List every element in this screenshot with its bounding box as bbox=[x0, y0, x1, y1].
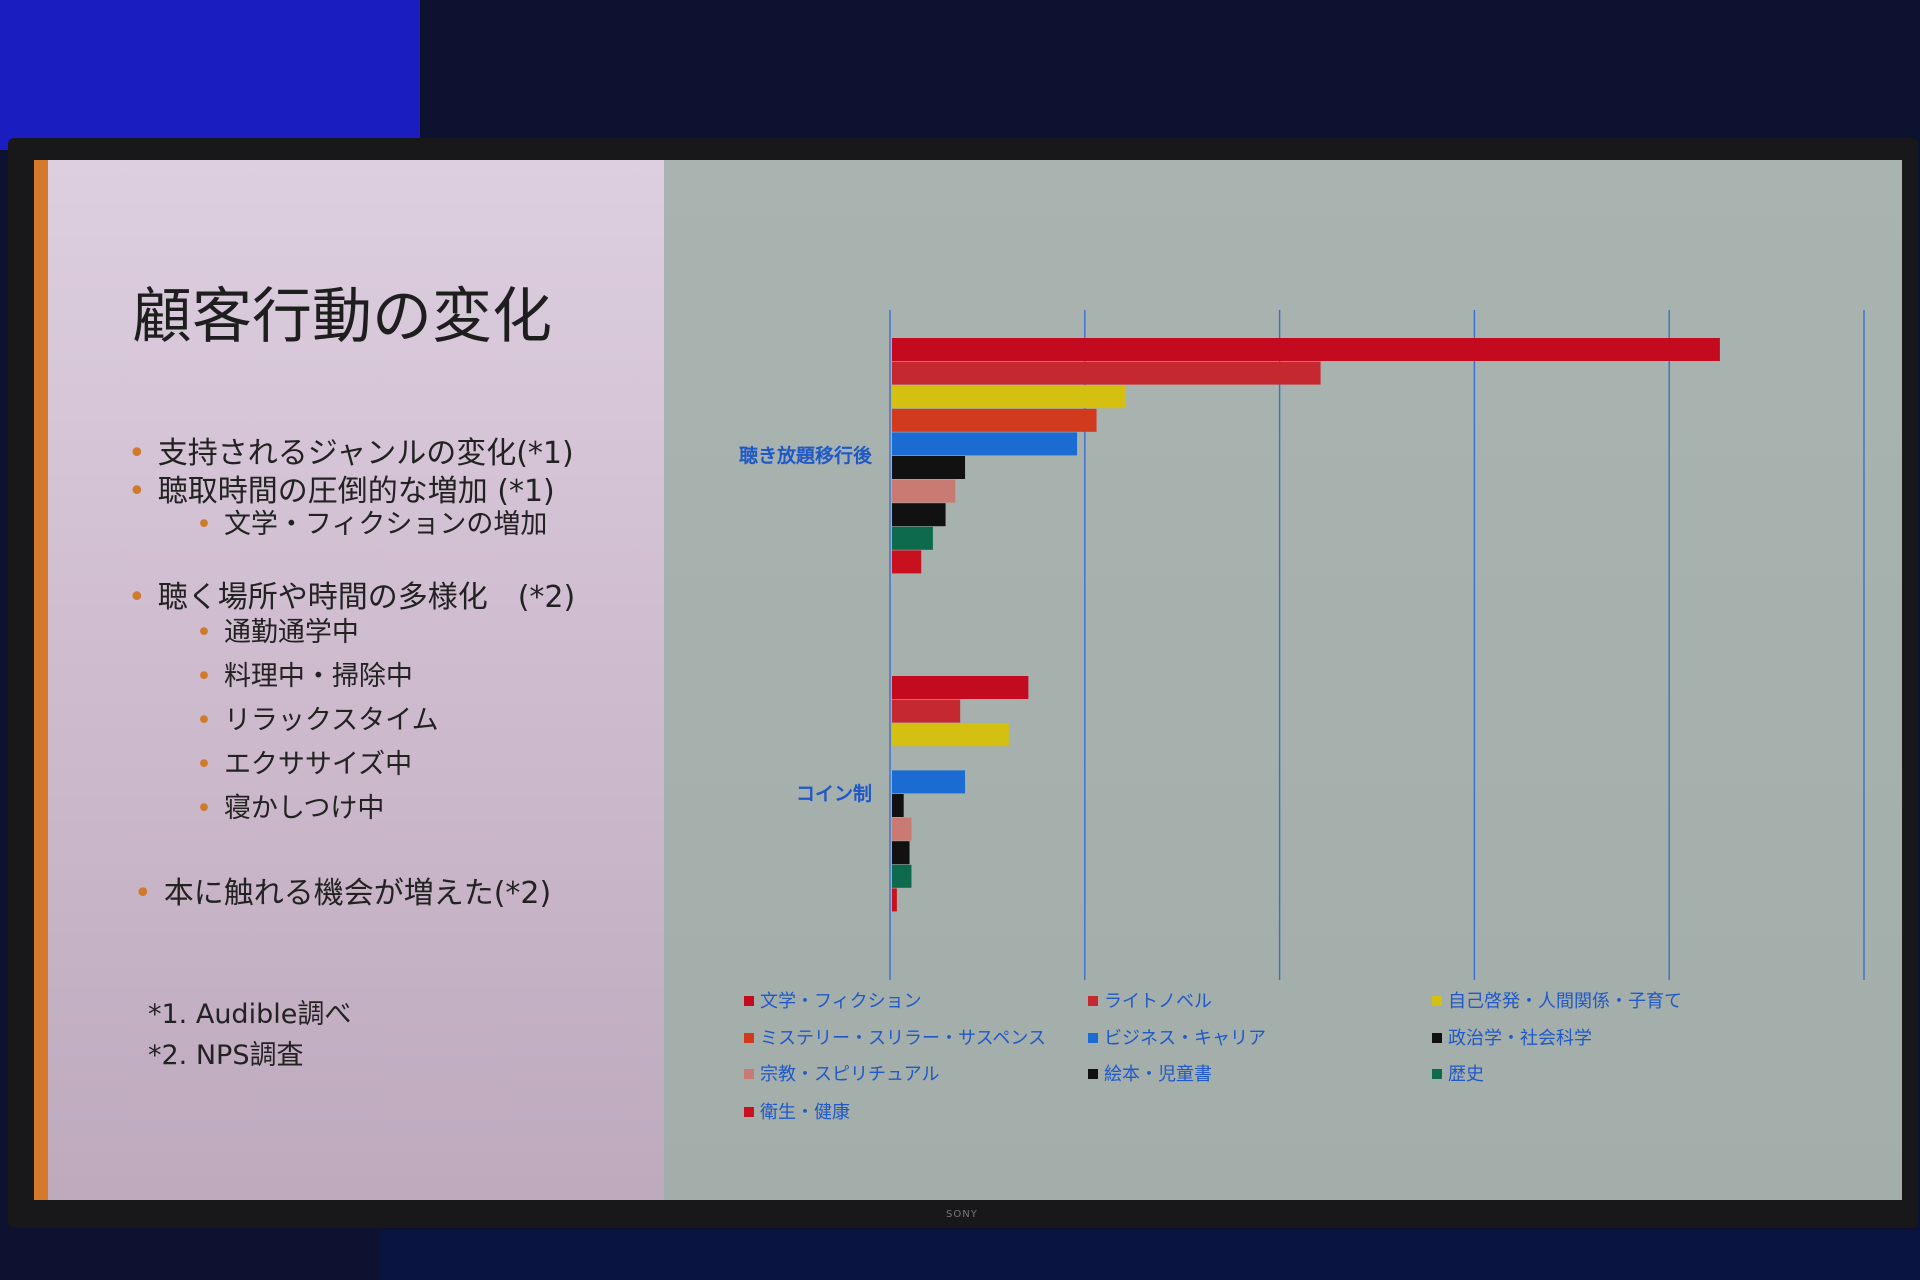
legend-label: ミステリー・スリラー・サスペンス bbox=[760, 1028, 1046, 1049]
sub-bullet-item: • 通勤通学中 bbox=[196, 617, 359, 648]
legend-label: 絵本・児童書 bbox=[1104, 1064, 1212, 1085]
category-label: コイン制 bbox=[796, 782, 872, 805]
bar bbox=[892, 456, 966, 479]
legend-label: 歴史 bbox=[1448, 1064, 1484, 1085]
legend-label: 政治学・社会科学 bbox=[1448, 1028, 1592, 1049]
bar bbox=[892, 699, 961, 723]
legend-swatch bbox=[1088, 1069, 1098, 1079]
tv-brand-logo: SONY bbox=[946, 1209, 978, 1220]
legend-swatch bbox=[744, 1033, 754, 1043]
bar bbox=[892, 723, 1009, 747]
bar bbox=[892, 770, 966, 794]
legend-label: ビジネス・キャリア bbox=[1104, 1028, 1266, 1049]
legend-swatch bbox=[1432, 1033, 1442, 1043]
sub-bullet-item: • 料理中・掃除中 bbox=[196, 661, 413, 692]
legend-label: 自己啓発・人間関係・子育て bbox=[1448, 991, 1682, 1012]
bar bbox=[892, 503, 946, 527]
legend-label: 宗教・スピリチュアル bbox=[760, 1064, 939, 1085]
bullet-item: • 聴取時間の圧倒的な増加 (*1) bbox=[128, 474, 555, 509]
slide-text-panel: 顧客行動の変化 • 支持されるジャンルの変化(*1) • 聴取時間の圧倒的な増加 (… bbox=[34, 160, 678, 1200]
legend-swatch bbox=[1432, 996, 1442, 1006]
bar bbox=[892, 794, 904, 817]
legend-swatch bbox=[1432, 1069, 1442, 1079]
bar bbox=[892, 408, 1097, 432]
bullet-item: • 本に触れる機会が増えた(*2) bbox=[134, 876, 552, 911]
legend-swatch bbox=[744, 996, 754, 1006]
legend-swatch bbox=[744, 1107, 754, 1117]
legend-label: ライトノベル bbox=[1104, 991, 1212, 1012]
bar bbox=[892, 864, 912, 888]
bar bbox=[892, 361, 1321, 385]
slide-title: 顧客行動の変化 bbox=[132, 282, 552, 352]
stage-backdrop bbox=[0, 0, 420, 150]
bar bbox=[892, 432, 1078, 456]
legend-swatch bbox=[744, 1069, 754, 1079]
footnote: *2. NPS調査 bbox=[148, 1040, 304, 1071]
bar bbox=[892, 676, 1029, 699]
bar bbox=[892, 338, 1720, 361]
bar bbox=[892, 888, 897, 912]
bar bbox=[892, 817, 912, 841]
bullet-item: • 聴く場所や時間の多様化 (*2) bbox=[128, 580, 576, 615]
stage-floor bbox=[380, 1230, 1920, 1280]
bullet-item: • 支持されるジャンルの変化(*1) bbox=[128, 436, 574, 471]
footnotes: *1. Audible調べ *2. NPS調査 bbox=[148, 992, 351, 1074]
sub-bullet-item: • エクササイズ中 bbox=[196, 749, 413, 780]
slide-screen: 顧客行動の変化 • 支持されるジャンルの変化(*1) • 聴取時間の圧倒的な増加 (… bbox=[34, 160, 1902, 1200]
bar bbox=[892, 550, 922, 574]
legend-label: 文学・フィクション bbox=[760, 991, 922, 1012]
bar bbox=[892, 385, 1126, 409]
chart-panel: 聴き放題移行後コイン制文学・フィクション ライトノベル 自己啓発・人間関係・子育てミ… bbox=[664, 160, 1902, 1200]
legend-label: 衛生・健康 bbox=[760, 1102, 850, 1123]
category-label: 聴き放題移行後 bbox=[739, 444, 873, 467]
bar bbox=[892, 841, 910, 865]
legend-swatch bbox=[1088, 996, 1098, 1006]
sub-bullet-item: • 文学・フィクションの増加 bbox=[196, 509, 548, 540]
sub-bullet-item: • 寝かしつけ中 bbox=[196, 793, 385, 824]
sub-bullet-item: • リラックスタイム bbox=[196, 705, 439, 736]
bar bbox=[892, 479, 956, 503]
footnote: *1. Audible調べ bbox=[148, 999, 352, 1030]
legend-swatch bbox=[1088, 1033, 1098, 1043]
bar bbox=[892, 526, 933, 550]
